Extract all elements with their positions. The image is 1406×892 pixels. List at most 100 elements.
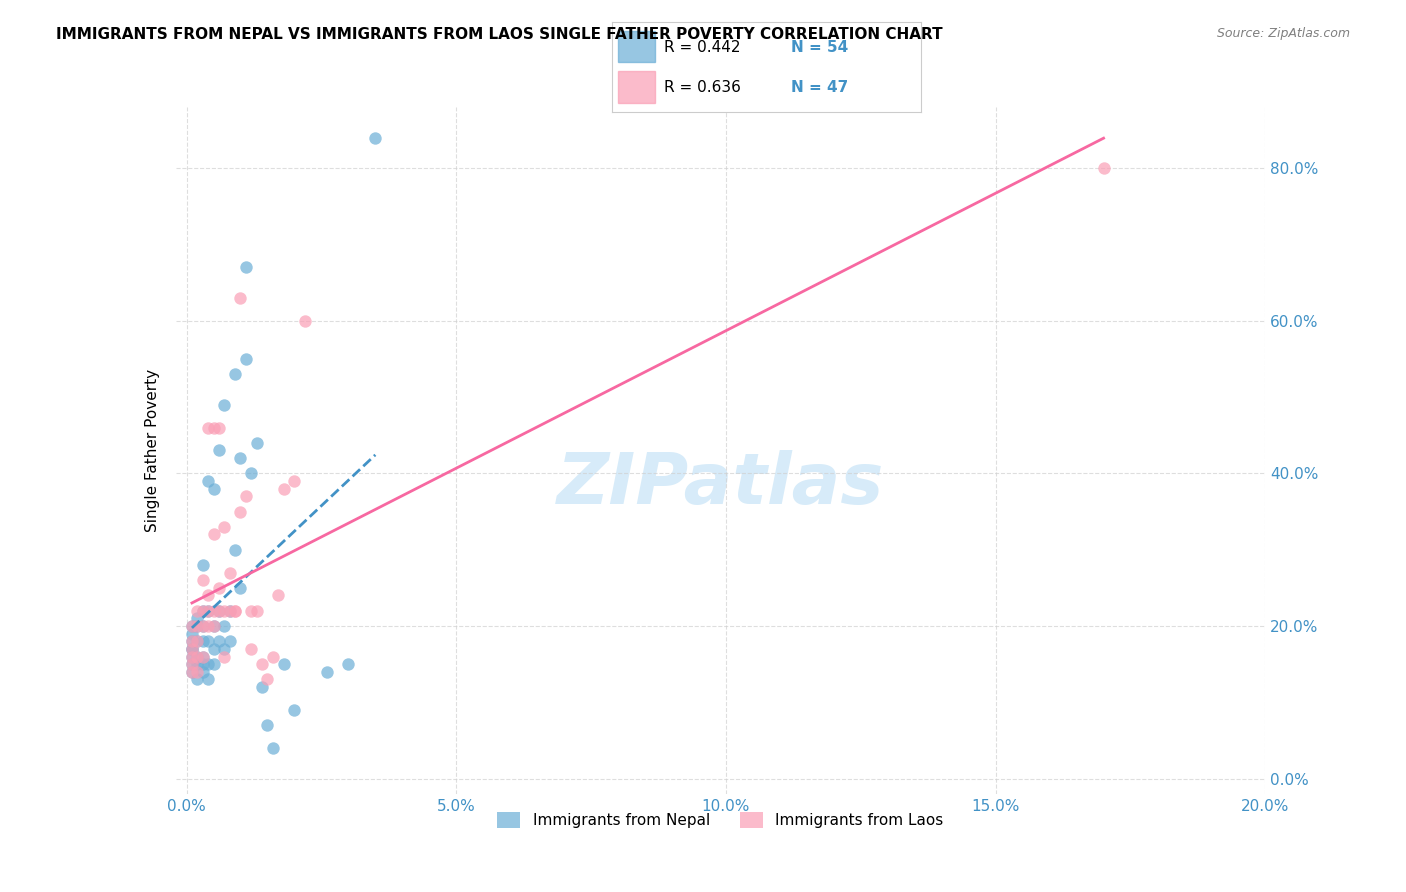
- Point: [181, 619, 204, 633]
- Point: [181, 634, 204, 648]
- Y-axis label: Single Father Poverty: Single Father Poverty: [145, 369, 160, 532]
- Point: [214, 619, 236, 633]
- Point: [202, 641, 225, 656]
- Point: [202, 527, 225, 541]
- Text: N = 47: N = 47: [792, 80, 848, 95]
- Point: [214, 649, 236, 664]
- Point: [208, 604, 231, 618]
- Text: R = 0.636: R = 0.636: [664, 80, 741, 95]
- Point: [191, 634, 214, 648]
- Point: [181, 649, 204, 664]
- Point: [273, 657, 295, 672]
- Point: [218, 566, 240, 580]
- Point: [214, 604, 236, 618]
- Point: [197, 474, 219, 488]
- Point: [294, 314, 316, 328]
- Point: [186, 665, 208, 679]
- Legend: Immigrants from Nepal, Immigrants from Laos: Immigrants from Nepal, Immigrants from L…: [491, 806, 950, 834]
- Point: [208, 443, 231, 458]
- Point: [186, 657, 208, 672]
- Point: [191, 558, 214, 572]
- Point: [337, 657, 360, 672]
- Point: [181, 641, 204, 656]
- Point: [235, 351, 257, 366]
- Point: [235, 489, 257, 503]
- Point: [202, 420, 225, 434]
- Point: [191, 604, 214, 618]
- Point: [224, 367, 246, 381]
- Point: [202, 604, 225, 618]
- Point: [197, 619, 219, 633]
- Point: [229, 291, 252, 305]
- Point: [197, 673, 219, 687]
- Point: [273, 482, 295, 496]
- Point: [218, 604, 240, 618]
- Point: [240, 641, 263, 656]
- Point: [197, 589, 219, 603]
- Bar: [617, 71, 655, 103]
- Text: ZIPatlas: ZIPatlas: [557, 450, 884, 519]
- Point: [197, 420, 219, 434]
- Point: [186, 619, 208, 633]
- Point: [267, 589, 290, 603]
- Point: [1092, 161, 1115, 175]
- Point: [181, 641, 204, 656]
- Point: [224, 604, 246, 618]
- Point: [218, 634, 240, 648]
- Point: [197, 634, 219, 648]
- Point: [191, 573, 214, 587]
- Point: [186, 604, 208, 618]
- Point: [191, 649, 214, 664]
- Point: [283, 703, 305, 717]
- Point: [262, 649, 284, 664]
- Point: [250, 680, 273, 694]
- Point: [229, 451, 252, 466]
- Text: IMMIGRANTS FROM NEPAL VS IMMIGRANTS FROM LAOS SINGLE FATHER POVERTY CORRELATION : IMMIGRANTS FROM NEPAL VS IMMIGRANTS FROM…: [56, 27, 943, 42]
- Point: [256, 718, 278, 732]
- Point: [191, 657, 214, 672]
- Point: [197, 604, 219, 618]
- Point: [191, 665, 214, 679]
- Point: [186, 634, 208, 648]
- Point: [214, 520, 236, 534]
- Point: [181, 665, 204, 679]
- Point: [197, 657, 219, 672]
- Point: [229, 581, 252, 595]
- Point: [208, 604, 231, 618]
- Point: [235, 260, 257, 275]
- Point: [181, 657, 204, 672]
- Point: [181, 665, 204, 679]
- Point: [181, 649, 204, 664]
- Point: [283, 474, 305, 488]
- Point: [246, 604, 269, 618]
- Point: [191, 619, 214, 633]
- Point: [250, 657, 273, 672]
- Point: [214, 641, 236, 656]
- Text: R = 0.442: R = 0.442: [664, 40, 741, 54]
- Point: [364, 130, 387, 145]
- Point: [262, 741, 284, 756]
- Point: [191, 619, 214, 633]
- Point: [186, 634, 208, 648]
- Point: [202, 482, 225, 496]
- Text: N = 54: N = 54: [792, 40, 848, 54]
- Point: [218, 604, 240, 618]
- Point: [202, 657, 225, 672]
- Point: [197, 604, 219, 618]
- Point: [181, 641, 204, 656]
- Point: [186, 619, 208, 633]
- Text: Source: ZipAtlas.com: Source: ZipAtlas.com: [1216, 27, 1350, 40]
- Point: [202, 619, 225, 633]
- Point: [181, 626, 204, 640]
- Point: [229, 504, 252, 518]
- Point: [186, 649, 208, 664]
- Point: [224, 542, 246, 557]
- Point: [208, 634, 231, 648]
- Point: [240, 604, 263, 618]
- Point: [186, 673, 208, 687]
- Point: [181, 657, 204, 672]
- Point: [315, 665, 337, 679]
- Point: [186, 649, 208, 664]
- Point: [191, 649, 214, 664]
- Bar: [617, 31, 655, 62]
